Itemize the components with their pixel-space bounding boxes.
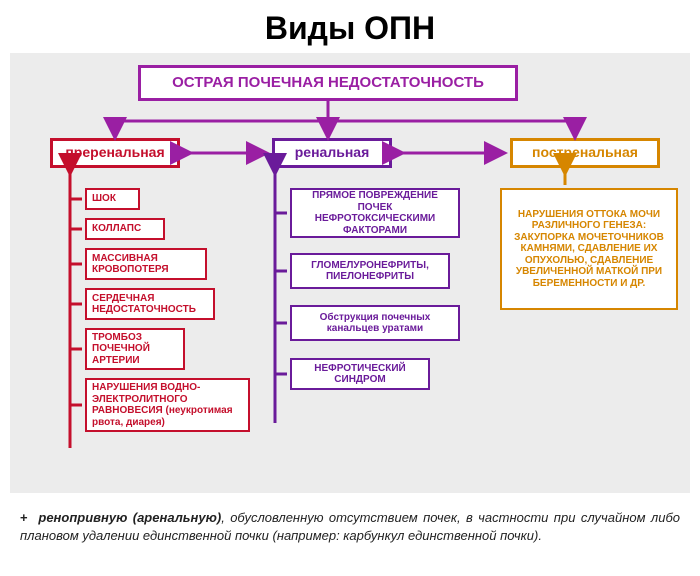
category-prerenal: преренальная <box>50 138 180 168</box>
prerenal-item-2: МАССИВНАЯ КРОВОПОТЕРЯ <box>85 248 207 280</box>
prerenal-item-1: КОЛЛАПС <box>85 218 165 240</box>
category-postrenal: постренальная <box>510 138 660 168</box>
main-node: ОСТРАЯ ПОЧЕЧНАЯ НЕДОСТАТОЧНОСТЬ <box>138 65 518 101</box>
renal-item-0: ПРЯМОЕ ПОВРЕЖДЕНИЕ ПОЧЕК НЕФРОТОКСИЧЕСКИ… <box>290 188 460 238</box>
prerenal-item-4: ТРОМБОЗ ПОЧЕЧНОЙ АРТЕРИИ <box>85 328 185 370</box>
prerenal-item-5: НАРУШЕНИЯ ВОДНО-ЭЛЕКТРОЛИТНОГО РАВНОВЕСИ… <box>85 378 250 432</box>
renal-item-3: НЕФРОТИЧЕСКИЙ СИНДРОМ <box>290 358 430 390</box>
footnote-bold: ренопривную (аренальную) <box>38 510 221 525</box>
postrenal-item-0: НАРУШЕНИЯ ОТТОКА МОЧИ РАЗЛИЧНОГО ГЕНЕЗА:… <box>500 188 678 310</box>
category-renal: ренальная <box>272 138 392 168</box>
prerenal-item-0: ШОК <box>85 188 140 210</box>
diagram-canvas: ОСТРАЯ ПОЧЕЧНАЯ НЕДОСТАТОЧНОСТЬ преренал… <box>10 53 690 493</box>
prerenal-item-3: СЕРДЕЧНАЯ НЕДОСТАТОЧНОСТЬ <box>85 288 215 320</box>
page-title: Виды ОПН <box>0 0 700 53</box>
footnote: + ренопривную (аренальную), обусловленну… <box>0 493 700 554</box>
renal-item-2: Обструкция почечных канальцев уратами <box>290 305 460 341</box>
footnote-plus: + <box>20 510 28 525</box>
renal-item-1: ГЛОМЕЛУРОНЕФРИТЫ, ПИЕЛОНЕФРИТЫ <box>290 253 450 289</box>
